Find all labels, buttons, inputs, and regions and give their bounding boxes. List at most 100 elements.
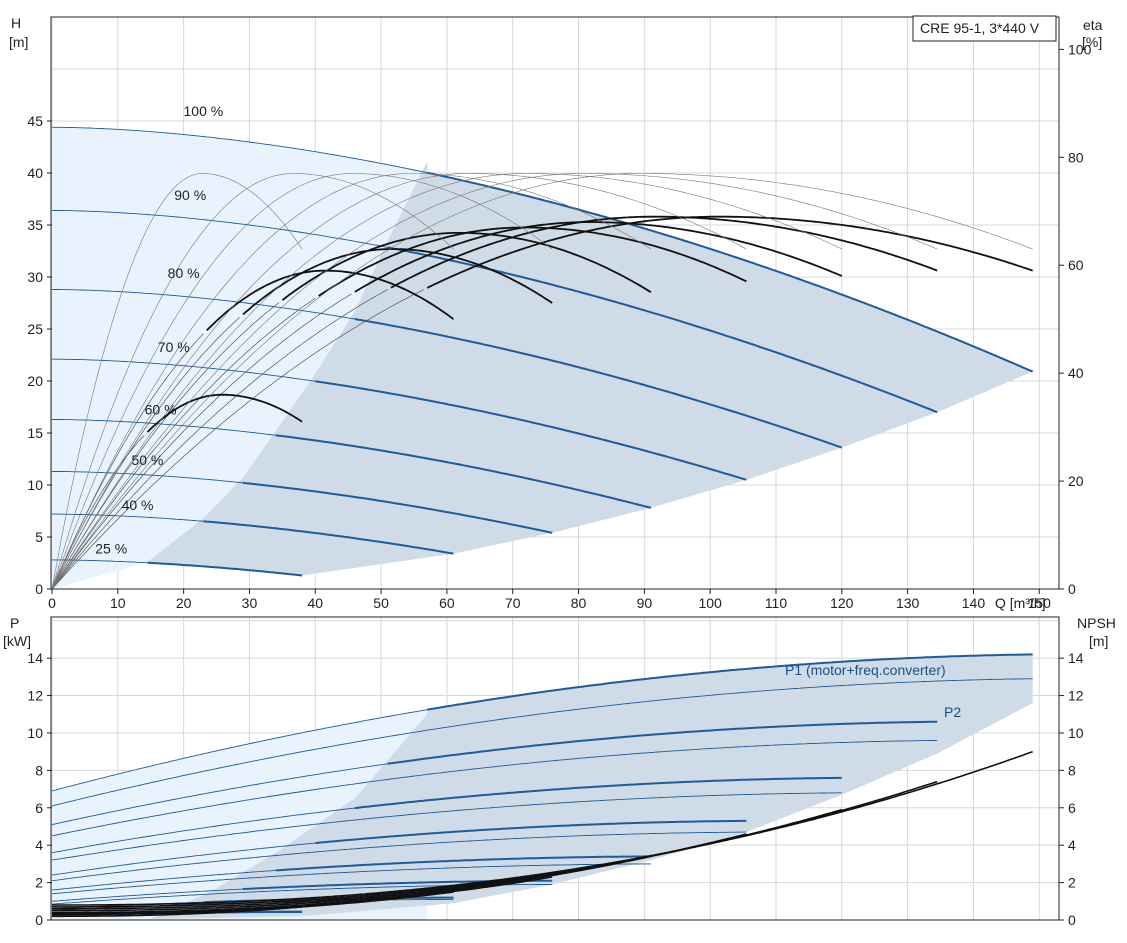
npsh-tick-label: 4 <box>1068 837 1076 853</box>
npsh-tick-label: 12 <box>1068 688 1084 704</box>
npsh-tick-label: 6 <box>1068 800 1076 816</box>
eta-reference-curve-50 <box>51 173 553 590</box>
eta-curve-thin-25 <box>51 435 145 590</box>
speed-label: 90 % <box>174 187 206 203</box>
head-curve-90 <box>387 246 938 414</box>
p1-curve-thin-100 <box>51 709 428 792</box>
q-tick-label: 100 <box>698 595 722 611</box>
q-tick-label: 50 <box>373 595 389 611</box>
q-tick-label: 70 <box>505 595 521 611</box>
p1-curve-80 <box>354 776 842 810</box>
q-tick-label: 80 <box>571 595 587 611</box>
speed-label: 80 % <box>168 265 200 281</box>
head-curve-thin-100 <box>51 126 428 174</box>
upper-curves <box>51 126 1034 590</box>
eta-tick-label: 60 <box>1068 257 1084 273</box>
envelope-light-region <box>52 127 428 589</box>
p1-curve-100 <box>427 653 1033 711</box>
head-curve-25 <box>147 561 303 577</box>
speed-label: 25 % <box>95 541 127 557</box>
eta-curve-80 <box>354 221 843 293</box>
eta-reference-curve-25 <box>51 173 303 590</box>
h-tick-label: 25 <box>27 321 43 337</box>
p1-curve-90 <box>387 720 938 765</box>
npsh-tick-label: 0 <box>1068 912 1076 928</box>
h-tick-label: 40 <box>27 165 43 181</box>
q-tick-label: 0 <box>48 595 56 611</box>
speed-label: 70 % <box>158 339 190 355</box>
p1-curve-70 <box>315 819 747 845</box>
q-tick-label: 30 <box>242 595 258 611</box>
npsh-tick-label: 8 <box>1068 762 1076 778</box>
h-tick-label: 10 <box>27 477 43 493</box>
q-axis-label: Q [m³/h] <box>995 595 1046 611</box>
h-tick-label: 5 <box>35 529 43 545</box>
eta-reference-curve-70 <box>51 173 747 590</box>
npsh-curve-25 <box>52 906 303 918</box>
h-tick-label: 15 <box>27 425 43 441</box>
eta-curve-thin-60 <box>51 302 280 590</box>
eta-curve-thin-90 <box>51 289 388 590</box>
head-curve-40 <box>203 520 454 555</box>
p1-curve-60 <box>275 855 651 872</box>
title-box <box>912 15 1057 42</box>
npsh-tick-label: 2 <box>1068 875 1076 891</box>
chart-title: CRE 95-1, 3*440 V <box>920 20 1040 36</box>
eta-curve-60 <box>281 232 652 301</box>
upper-operating-envelope <box>52 127 1033 589</box>
h-tick-label: 20 <box>27 373 43 389</box>
eta-tick-label: 0 <box>1068 581 1076 597</box>
p-tick-label: 8 <box>35 762 43 778</box>
p2-series-label: P2 <box>944 704 961 720</box>
p2-curve-60 <box>51 863 651 895</box>
lower-labels: 0 0 2 2 4 4 6 6 8 8 10 10 12 12 14 14 <box>27 650 1083 928</box>
p-tick-label: 12 <box>27 688 43 704</box>
q-tick-label: 90 <box>637 595 653 611</box>
upper-labels: 0 10 20 30 40 50 60 70 80 90 100 110 120 130 140 150 0 5 1… <box>27 41 1091 611</box>
eta-tick-label: 40 <box>1068 365 1084 381</box>
eta-reference-curve-60 <box>51 173 652 590</box>
p1-curve-thin-90 <box>51 763 388 826</box>
head-curve-50 <box>242 481 553 534</box>
h-axis-unit: [m] <box>9 34 28 50</box>
q-tick-label: 110 <box>765 595 788 611</box>
p-tick-label: 6 <box>35 800 43 816</box>
h-tick-label: 45 <box>27 113 43 129</box>
p-tick-label: 2 <box>35 875 43 891</box>
eta-axis-label: eta <box>1083 17 1103 33</box>
npsh-curve-60 <box>52 855 652 914</box>
p2-curve-90 <box>51 739 938 837</box>
head-curve-thin-50 <box>52 471 243 484</box>
q-tick-label: 20 <box>176 595 192 611</box>
npsh-tick-label: 10 <box>1068 725 1084 741</box>
q-tick-label: 120 <box>830 595 854 611</box>
eta-curve-40 <box>206 269 455 332</box>
npsh-tick-label: 14 <box>1068 650 1084 666</box>
eta-tick-label: 20 <box>1068 473 1084 489</box>
h-tick-label: 30 <box>27 269 43 285</box>
head-curve-100 <box>426 171 1034 373</box>
eta-tick-label: 100 <box>1068 41 1092 57</box>
head-curve-thin-80 <box>52 289 355 320</box>
head-curve-thin-90 <box>51 209 388 248</box>
q-tick-label: 40 <box>307 595 323 611</box>
eta-curve-50 <box>242 248 553 316</box>
head-curve-70 <box>315 380 747 481</box>
q-tick-label: 60 <box>439 595 455 611</box>
p-tick-label: 10 <box>27 725 43 741</box>
head-curve-thin-60 <box>52 419 276 436</box>
p1-series-label: P1 (motor+freq.converter) <box>785 662 946 678</box>
eta-curve-thin-80 <box>51 293 352 590</box>
speed-label: 40 % <box>122 497 154 513</box>
p2-curve-70 <box>51 831 747 882</box>
eta-tick-label: 80 <box>1068 149 1084 165</box>
q-tick-label: 140 <box>962 595 986 611</box>
p-axis-label: P <box>10 615 19 631</box>
q-tick-label: 130 <box>896 595 920 611</box>
head-curve-thin-40 <box>52 513 204 522</box>
p1-curve-thin-80 <box>51 807 355 854</box>
eta-curve-thin-70 <box>51 297 316 590</box>
q-tick-label: 150 <box>1028 595 1052 611</box>
